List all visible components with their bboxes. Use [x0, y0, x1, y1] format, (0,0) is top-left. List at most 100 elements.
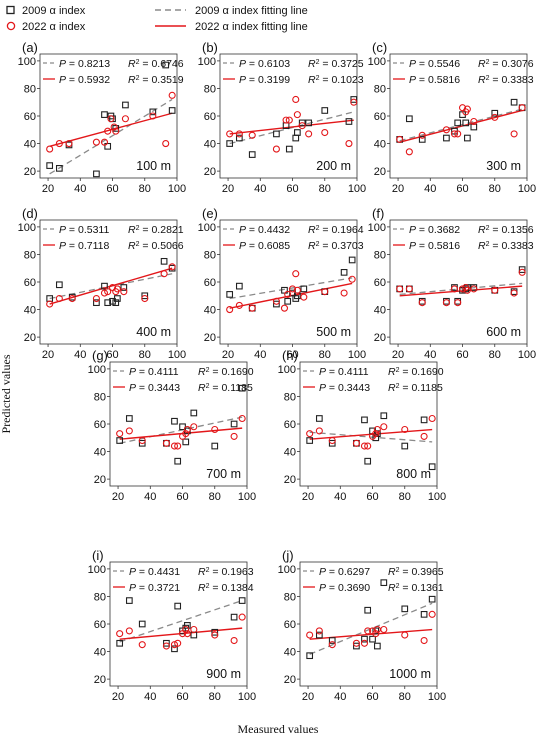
- point-2022: [174, 639, 182, 647]
- point-2022: [162, 439, 170, 447]
- point-2022: [182, 430, 190, 438]
- point-2009: [226, 291, 234, 298]
- point-2022: [92, 138, 100, 146]
- fit-line-2022: [229, 119, 354, 135]
- point-2009: [285, 145, 293, 153]
- legend-marker-2009: [6, 5, 15, 15]
- y-tick-label: 100: [18, 222, 36, 234]
- point-2022: [235, 130, 243, 138]
- point-2009: [315, 631, 323, 639]
- point-2022: [340, 289, 348, 297]
- stat-r2-2022: R2 = 0.1361: [388, 582, 444, 594]
- fit-line-2022: [399, 109, 523, 143]
- point-2022: [113, 285, 121, 293]
- stat-r2-2022: R2 = 0.3703: [308, 240, 364, 252]
- point-2022: [211, 425, 219, 434]
- point-2009: [55, 165, 63, 172]
- fit-line-2009: [119, 599, 243, 643]
- point-2022: [454, 130, 462, 138]
- y-tick-label: 60: [284, 619, 296, 631]
- panel-letter: (j): [282, 548, 294, 563]
- point-2022: [65, 140, 73, 148]
- point-2009: [300, 285, 308, 293]
- point-2022: [321, 288, 329, 296]
- stat-r2-2009: R2 = 0.3076: [478, 58, 534, 70]
- y-tick-label: 20: [284, 674, 296, 686]
- point-2022: [352, 439, 360, 447]
- panel-distance-label: 1000 m: [389, 667, 431, 681]
- x-tick-label: 40: [144, 691, 156, 703]
- point-2022: [450, 285, 459, 293]
- point-2022: [68, 294, 76, 303]
- point-2022: [360, 442, 369, 450]
- point-2009: [491, 109, 499, 117]
- x-tick-label: 60: [366, 491, 378, 503]
- panel-letter: (d): [22, 206, 38, 221]
- point-2022: [364, 442, 372, 450]
- y-tick-label: 40: [204, 305, 216, 317]
- x-tick-label: 100: [428, 491, 446, 503]
- point-2009: [315, 415, 323, 422]
- x-tick-label: 80: [139, 349, 151, 361]
- y-tick-label: 40: [284, 647, 296, 659]
- point-2009: [350, 96, 358, 103]
- x-tick-label: 20: [392, 183, 404, 195]
- y-tick-label: 20: [374, 332, 386, 344]
- point-2009: [464, 134, 471, 142]
- stat-p-2022: P = 0.5816: [409, 74, 460, 86]
- y-tick-label: 80: [24, 83, 36, 95]
- point-2022: [396, 285, 404, 293]
- point-2022: [418, 131, 426, 139]
- fit-line-2009: [229, 277, 353, 300]
- point-2009: [101, 282, 108, 290]
- point-2009: [273, 130, 280, 138]
- point-2009: [125, 597, 133, 604]
- point-2022: [272, 145, 280, 153]
- point-2009: [345, 118, 353, 125]
- point-2009: [294, 129, 301, 136]
- point-2009: [230, 613, 238, 621]
- x-tick-label: 80: [399, 491, 411, 503]
- x-tick-label: 20: [302, 691, 314, 703]
- panel-distance-label: 700 m: [206, 467, 241, 481]
- legend-label-2022: 2022 α index: [22, 21, 86, 33]
- point-2022: [328, 641, 336, 649]
- point-2009: [184, 622, 191, 629]
- y-tick-label: 80: [284, 391, 296, 403]
- point-2022: [364, 627, 372, 635]
- x-tick-label: 20: [42, 349, 54, 361]
- stat-p-2009: P = 0.4431: [129, 566, 180, 578]
- point-2009: [238, 384, 246, 392]
- point-2009: [443, 134, 450, 142]
- point-2022: [288, 285, 297, 293]
- point-2022: [315, 427, 323, 435]
- fit-line-2022: [49, 267, 173, 305]
- y-tick-label: 60: [24, 277, 36, 289]
- point-2009: [420, 611, 428, 618]
- y-tick-label: 40: [204, 139, 216, 151]
- point-2009: [348, 256, 356, 264]
- stat-r2-2022: R2 = 0.3383: [478, 240, 534, 252]
- point-2022: [125, 627, 133, 635]
- x-tick-label: 60: [286, 349, 298, 361]
- x-tick-label: 40: [74, 183, 86, 195]
- stat-p-2022: P = 0.7118: [59, 240, 109, 252]
- stat-r2-2022: R2 = 0.1384: [198, 582, 254, 594]
- stat-p-2022: P = 0.5932: [59, 74, 110, 86]
- point-2022: [168, 263, 176, 271]
- point-2009: [454, 119, 462, 127]
- point-2009: [190, 409, 198, 417]
- x-tick-label: 100: [238, 691, 256, 703]
- point-2022: [396, 135, 404, 143]
- point-2022: [298, 122, 306, 130]
- y-tick-label: 20: [204, 332, 216, 344]
- stat-r2-2009: R2 = 0.3725: [308, 58, 364, 70]
- legend-marker-2022: [6, 21, 16, 31]
- point-2022: [92, 294, 100, 303]
- point-2022: [46, 300, 54, 308]
- y-tick-label: 20: [374, 166, 386, 178]
- point-2009: [101, 111, 108, 118]
